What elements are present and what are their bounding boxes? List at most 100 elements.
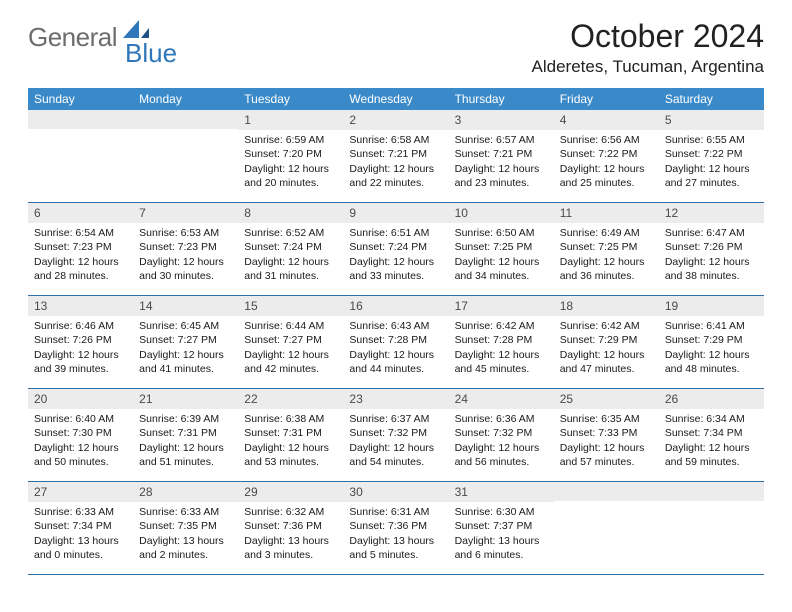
sunrise-text: Sunrise: 6:57 AM (455, 133, 548, 147)
sunset-text: Sunset: 7:25 PM (455, 240, 548, 254)
day-body: Sunrise: 6:42 AMSunset: 7:28 PMDaylight:… (449, 316, 554, 382)
day-cell: 30Sunrise: 6:31 AMSunset: 7:36 PMDayligh… (343, 482, 448, 574)
empty-day-bar (28, 110, 133, 129)
weekday-cell: Tuesday (238, 88, 343, 110)
daylight-text: Daylight: 12 hours and 51 minutes. (139, 441, 232, 469)
day-number: 26 (659, 389, 764, 409)
week-row: 6Sunrise: 6:54 AMSunset: 7:23 PMDaylight… (28, 203, 764, 296)
sunset-text: Sunset: 7:36 PM (349, 519, 442, 533)
day-body: Sunrise: 6:44 AMSunset: 7:27 PMDaylight:… (238, 316, 343, 382)
daylight-text: Daylight: 12 hours and 44 minutes. (349, 348, 442, 376)
sunrise-text: Sunrise: 6:36 AM (455, 412, 548, 426)
day-cell: 7Sunrise: 6:53 AMSunset: 7:23 PMDaylight… (133, 203, 238, 295)
sunrise-text: Sunrise: 6:43 AM (349, 319, 442, 333)
day-body: Sunrise: 6:42 AMSunset: 7:29 PMDaylight:… (554, 316, 659, 382)
day-body: Sunrise: 6:32 AMSunset: 7:36 PMDaylight:… (238, 502, 343, 568)
sunset-text: Sunset: 7:31 PM (244, 426, 337, 440)
sunrise-text: Sunrise: 6:32 AM (244, 505, 337, 519)
week-row: 13Sunrise: 6:46 AMSunset: 7:26 PMDayligh… (28, 296, 764, 389)
day-number: 8 (238, 203, 343, 223)
day-body: Sunrise: 6:50 AMSunset: 7:25 PMDaylight:… (449, 223, 554, 289)
day-body: Sunrise: 6:56 AMSunset: 7:22 PMDaylight:… (554, 130, 659, 196)
day-cell: 28Sunrise: 6:33 AMSunset: 7:35 PMDayligh… (133, 482, 238, 574)
day-number: 7 (133, 203, 238, 223)
sunset-text: Sunset: 7:32 PM (349, 426, 442, 440)
day-body: Sunrise: 6:33 AMSunset: 7:34 PMDaylight:… (28, 502, 133, 568)
day-cell: 20Sunrise: 6:40 AMSunset: 7:30 PMDayligh… (28, 389, 133, 481)
day-number: 2 (343, 110, 448, 130)
day-body: Sunrise: 6:41 AMSunset: 7:29 PMDaylight:… (659, 316, 764, 382)
sunset-text: Sunset: 7:24 PM (244, 240, 337, 254)
sunrise-text: Sunrise: 6:42 AM (560, 319, 653, 333)
day-cell (659, 482, 764, 574)
day-number: 22 (238, 389, 343, 409)
sunset-text: Sunset: 7:37 PM (455, 519, 548, 533)
day-number: 1 (238, 110, 343, 130)
daylight-text: Daylight: 12 hours and 33 minutes. (349, 255, 442, 283)
sunrise-text: Sunrise: 6:37 AM (349, 412, 442, 426)
day-cell (28, 110, 133, 202)
daylight-text: Daylight: 12 hours and 48 minutes. (665, 348, 758, 376)
weekday-cell: Monday (133, 88, 238, 110)
sunrise-text: Sunrise: 6:31 AM (349, 505, 442, 519)
sunset-text: Sunset: 7:22 PM (665, 147, 758, 161)
sunset-text: Sunset: 7:27 PM (244, 333, 337, 347)
day-cell: 13Sunrise: 6:46 AMSunset: 7:26 PMDayligh… (28, 296, 133, 388)
day-body: Sunrise: 6:36 AMSunset: 7:32 PMDaylight:… (449, 409, 554, 475)
day-body: Sunrise: 6:52 AMSunset: 7:24 PMDaylight:… (238, 223, 343, 289)
sunrise-text: Sunrise: 6:30 AM (455, 505, 548, 519)
day-body: Sunrise: 6:39 AMSunset: 7:31 PMDaylight:… (133, 409, 238, 475)
sunrise-text: Sunrise: 6:41 AM (665, 319, 758, 333)
sunset-text: Sunset: 7:23 PM (139, 240, 232, 254)
day-cell: 2Sunrise: 6:58 AMSunset: 7:21 PMDaylight… (343, 110, 448, 202)
empty-day-bar (659, 482, 764, 501)
sunset-text: Sunset: 7:28 PM (455, 333, 548, 347)
logo: General Blue (28, 18, 201, 53)
sunset-text: Sunset: 7:32 PM (455, 426, 548, 440)
sunset-text: Sunset: 7:36 PM (244, 519, 337, 533)
weeks-container: 1Sunrise: 6:59 AMSunset: 7:20 PMDaylight… (28, 110, 764, 575)
sunrise-text: Sunrise: 6:47 AM (665, 226, 758, 240)
day-cell: 10Sunrise: 6:50 AMSunset: 7:25 PMDayligh… (449, 203, 554, 295)
day-body: Sunrise: 6:33 AMSunset: 7:35 PMDaylight:… (133, 502, 238, 568)
day-body: Sunrise: 6:51 AMSunset: 7:24 PMDaylight:… (343, 223, 448, 289)
week-row: 27Sunrise: 6:33 AMSunset: 7:34 PMDayligh… (28, 482, 764, 575)
day-number: 16 (343, 296, 448, 316)
weekday-header-row: SundayMondayTuesdayWednesdayThursdayFrid… (28, 88, 764, 110)
daylight-text: Daylight: 13 hours and 5 minutes. (349, 534, 442, 562)
sunrise-text: Sunrise: 6:59 AM (244, 133, 337, 147)
day-number: 27 (28, 482, 133, 502)
day-cell: 12Sunrise: 6:47 AMSunset: 7:26 PMDayligh… (659, 203, 764, 295)
calendar: SundayMondayTuesdayWednesdayThursdayFrid… (28, 88, 764, 575)
daylight-text: Daylight: 13 hours and 0 minutes. (34, 534, 127, 562)
sunset-text: Sunset: 7:28 PM (349, 333, 442, 347)
logo-text-general: General (28, 22, 117, 53)
day-number: 12 (659, 203, 764, 223)
day-cell: 19Sunrise: 6:41 AMSunset: 7:29 PMDayligh… (659, 296, 764, 388)
day-cell: 17Sunrise: 6:42 AMSunset: 7:28 PMDayligh… (449, 296, 554, 388)
daylight-text: Daylight: 12 hours and 45 minutes. (455, 348, 548, 376)
day-body: Sunrise: 6:46 AMSunset: 7:26 PMDaylight:… (28, 316, 133, 382)
daylight-text: Daylight: 13 hours and 2 minutes. (139, 534, 232, 562)
weekday-cell: Sunday (28, 88, 133, 110)
day-cell: 22Sunrise: 6:38 AMSunset: 7:31 PMDayligh… (238, 389, 343, 481)
sunset-text: Sunset: 7:23 PM (34, 240, 127, 254)
sunrise-text: Sunrise: 6:50 AM (455, 226, 548, 240)
day-cell: 9Sunrise: 6:51 AMSunset: 7:24 PMDaylight… (343, 203, 448, 295)
daylight-text: Daylight: 12 hours and 56 minutes. (455, 441, 548, 469)
day-cell: 25Sunrise: 6:35 AMSunset: 7:33 PMDayligh… (554, 389, 659, 481)
sunrise-text: Sunrise: 6:45 AM (139, 319, 232, 333)
weekday-cell: Wednesday (343, 88, 448, 110)
day-cell: 5Sunrise: 6:55 AMSunset: 7:22 PMDaylight… (659, 110, 764, 202)
day-number: 13 (28, 296, 133, 316)
empty-day-bar (133, 110, 238, 129)
day-cell: 14Sunrise: 6:45 AMSunset: 7:27 PMDayligh… (133, 296, 238, 388)
sunrise-text: Sunrise: 6:34 AM (665, 412, 758, 426)
sunrise-text: Sunrise: 6:35 AM (560, 412, 653, 426)
day-body: Sunrise: 6:30 AMSunset: 7:37 PMDaylight:… (449, 502, 554, 568)
sunrise-text: Sunrise: 6:49 AM (560, 226, 653, 240)
day-cell (554, 482, 659, 574)
daylight-text: Daylight: 12 hours and 57 minutes. (560, 441, 653, 469)
day-number: 9 (343, 203, 448, 223)
calendar-page: General Blue October 2024 Alderetes, Tuc… (0, 0, 792, 612)
